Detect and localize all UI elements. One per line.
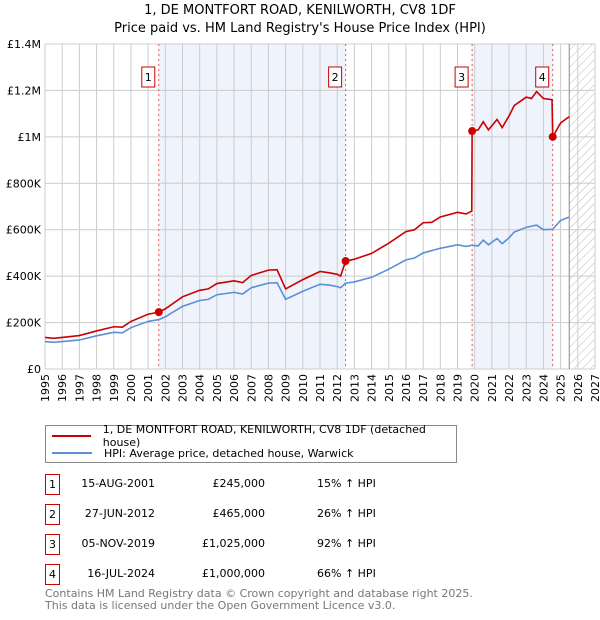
y-tick-label: £1M <box>18 131 42 144</box>
sale-point <box>468 127 477 136</box>
x-tick-label: 2024 <box>537 374 550 402</box>
sale-number: 1 <box>45 474 60 495</box>
x-tick-label: 1998 <box>91 374 104 402</box>
x-tick-label: 2020 <box>469 374 482 402</box>
sale-date: 16-JUL-2024 <box>87 567 155 580</box>
legend-label-property: 1, DE MONTFORT ROAD, KENILWORTH, CV8 1DF… <box>102 423 426 449</box>
x-tick-label: 1996 <box>56 374 69 402</box>
x-tick-label: 2009 <box>280 374 293 402</box>
x-tick-label: 1995 <box>39 374 52 402</box>
x-tick-label: 2021 <box>486 374 499 402</box>
hpi-line <box>44 216 570 344</box>
sale-point <box>154 308 163 317</box>
x-tick-label: 2025 <box>555 374 568 402</box>
x-tick-label: 2008 <box>262 374 275 402</box>
x-tick-label: 2015 <box>383 374 396 402</box>
sale-point <box>341 257 350 266</box>
sale-row: 2 27-JUN-2012 £465,000 26% ↑ HPI <box>45 504 445 525</box>
legend-swatch-hpi <box>52 452 92 454</box>
y-tick-label: £600K <box>6 224 42 237</box>
chart-subtitle: Price paid vs. HM Land Registry's House … <box>114 21 486 36</box>
footer-line1: Contains HM Land Registry data © Crown c… <box>45 587 473 600</box>
footer-line2: This data is licensed under the Open Gov… <box>45 599 396 612</box>
y-tick-label: £0 <box>27 363 41 376</box>
x-tick-label: 2013 <box>348 374 361 402</box>
x-tick-label: 2011 <box>314 374 327 402</box>
x-tick-label: 2001 <box>142 374 155 402</box>
sale-label-box <box>535 66 550 88</box>
x-tick-label: 2010 <box>297 374 310 402</box>
sale-date: 05-NOV-2019 <box>81 537 155 550</box>
y-tick-label: £200K <box>6 317 42 330</box>
sale-number: 4 <box>45 564 60 585</box>
y-tick-label: £800K <box>6 177 42 190</box>
sale-label: 4 <box>539 71 546 84</box>
x-tick-label: 2022 <box>503 374 516 402</box>
legend-item-hpi: HPI: Average price, detached house, Warw… <box>46 445 354 461</box>
legend-label-hpi: HPI: Average price, detached house, Warw… <box>104 446 354 460</box>
sale-row: 1 15-AUG-2001 £245,000 15% ↑ HPI <box>45 474 445 495</box>
sale-row: 4 16-JUL-2024 £1,000,000 66% ↑ HPI <box>45 564 445 585</box>
sale-hpi-diff: 92% ↑ HPI <box>317 537 376 550</box>
sale-price: £465,000 <box>212 507 266 520</box>
sale-label: 1 <box>145 71 152 84</box>
sale-label: 3 <box>458 71 465 84</box>
sale-label-box <box>328 66 343 88</box>
x-tick-label: 2012 <box>331 374 344 402</box>
x-tick-label: 2000 <box>125 374 138 402</box>
price-chart: 1995 1996 1997 1998 1999 2000 2001 2002 2003 2004… <box>6 38 600 402</box>
sale-label-box <box>454 66 469 88</box>
legend-swatch-property <box>52 435 91 437</box>
legend: 1, DE MONTFORT ROAD, KENILWORTH, CV8 1DF… <box>45 423 457 463</box>
x-tick-label: 2026 <box>572 374 585 402</box>
legend-item-property: 1, DE MONTFORT ROAD, KENILWORTH, CV8 1DF… <box>46 423 456 449</box>
x-tick-label: 2005 <box>211 374 224 402</box>
x-tick-label: 2016 <box>400 374 413 402</box>
sale-date: 15-AUG-2001 <box>81 477 155 490</box>
x-tick-label: 2023 <box>520 374 533 402</box>
sale-price: £1,000,000 <box>202 567 265 580</box>
sale-hpi-diff: 15% ↑ HPI <box>317 477 376 490</box>
x-tick-label: 2014 <box>366 374 379 402</box>
sale-hpi-diff: 26% ↑ HPI <box>317 507 376 520</box>
shaded-period <box>472 44 553 369</box>
x-tick-label: 2003 <box>177 374 190 402</box>
x-tick-label: 2017 <box>417 374 430 402</box>
x-tick-label: 2018 <box>434 374 447 402</box>
x-tick-label: 2007 <box>245 374 258 402</box>
x-tick-label: 2019 <box>452 374 465 402</box>
x-tick-label: 2004 <box>194 374 207 402</box>
sale-price: £1,025,000 <box>202 537 265 550</box>
x-tick-label: 2006 <box>228 374 241 402</box>
x-tick-label: 2027 <box>589 374 600 402</box>
sale-point <box>548 132 557 141</box>
sale-row: 3 05-NOV-2019 £1,025,000 92% ↑ HPI <box>45 534 445 555</box>
x-tick-label: 1999 <box>108 374 121 402</box>
sale-hpi-diff: 66% ↑ HPI <box>317 567 376 580</box>
sale-price: £245,000 <box>212 477 266 490</box>
y-tick-label: £1.4M <box>7 38 41 51</box>
shaded-period <box>158 44 346 369</box>
sale-number: 3 <box>45 534 60 555</box>
forecast-hatch <box>569 44 595 369</box>
x-tick-label: 2002 <box>159 374 172 402</box>
y-tick-label: £1.2M <box>7 84 41 97</box>
y-tick-label: £400K <box>6 270 42 283</box>
x-tick-label: 1997 <box>73 374 86 402</box>
sale-label: 2 <box>332 71 339 84</box>
sale-label-box <box>141 66 156 88</box>
sale-date: 27-JUN-2012 <box>84 507 155 520</box>
chart-title: 1, DE MONTFORT ROAD, KENILWORTH, CV8 1DF <box>144 3 456 18</box>
sale-number: 2 <box>45 504 60 525</box>
